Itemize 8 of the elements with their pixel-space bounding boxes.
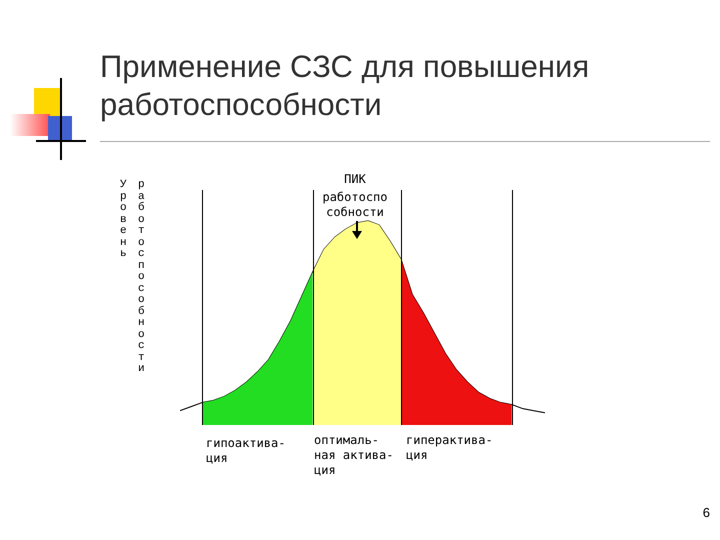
text: Уровень работоспособности	[120, 179, 145, 375]
chart-title: Применение СЗС для повышения работоспособности	[100, 48, 590, 124]
text: оптималь- ная актива- ция	[314, 433, 394, 478]
text: гипоактива- ция	[206, 436, 286, 466]
text: гиперактива- ция	[406, 433, 494, 463]
text: работоспо собности	[321, 190, 389, 220]
text: ПИК	[343, 172, 367, 187]
text: 6	[702, 505, 710, 520]
